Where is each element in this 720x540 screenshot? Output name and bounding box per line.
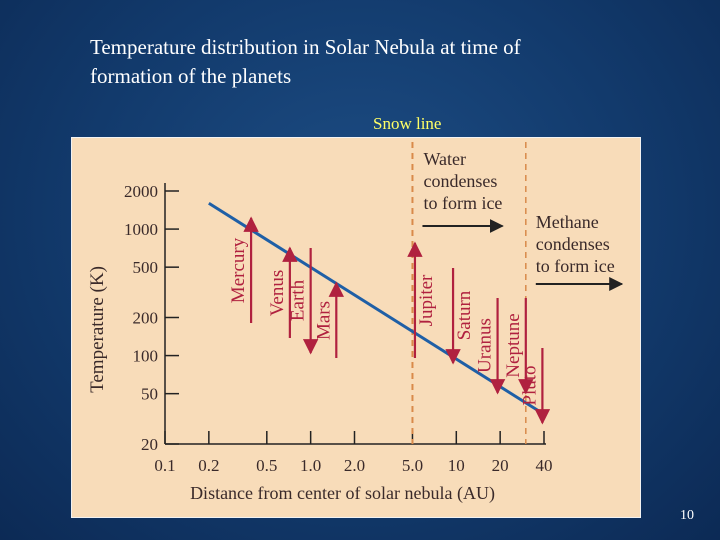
y-tick-label-20: 20 [141,435,158,454]
planet-label-venus: Venus [267,270,288,316]
y-tick-label-500: 500 [133,258,159,277]
annotation-1-line-0: Methane [536,212,599,232]
planet-label-jupiter: Jupiter [416,274,437,326]
y-tick-label-2000: 2000 [124,182,158,201]
slide-number: 10 [680,508,694,523]
x-tick-label-0.2: 0.2 [198,456,219,475]
x-tick-label-10: 10 [448,456,465,475]
slide-title-line-2: formation of the planets [90,64,292,88]
annotation-0-line-1: condenses [423,171,497,191]
y-tick-label-100: 100 [133,347,159,366]
y-tick-label-200: 200 [133,309,159,328]
x-tick-label-0.5: 0.5 [256,456,277,475]
annotation-0-line-2: to form ice [423,193,502,213]
annotation-1-line-1: condenses [536,234,610,254]
chart-panel: 2000 1000 500 200 100 50 20 0.1 0.2 0.5 1.0 2.0 5.0 1… [71,137,641,518]
y-axis-label: Temperature (K) [87,266,108,393]
planet-label-saturn: Saturn [454,290,475,340]
planet-label-mars: Mars [313,301,334,340]
x-tick-label-40: 40 [536,456,553,475]
x-axis-label: Distance from center of solar nebula (AU… [190,483,495,504]
planet-label-pluto: Pluto [519,365,540,405]
temperature-line-0 [208,201,544,415]
y-tick-label-50: 50 [141,385,158,404]
planet-label-earth: Earth [288,279,309,321]
x-tick-label-5.0: 5.0 [402,456,423,475]
annotation-1-line-2: to form ice [536,256,615,276]
temperature-chart: 2000 1000 500 200 100 50 20 0.1 0.2 0.5 1.0 2.0 5.0 1… [87,142,624,504]
planet-label-neptune: Neptune [503,313,524,377]
snow-line-label: Snow line [373,114,442,133]
planet-label-uranus: Uranus [475,318,496,373]
x-tick-label-1.0: 1.0 [300,456,321,475]
annotation-0-line-0: Water [423,149,466,169]
y-tick-label-1000: 1000 [124,220,158,239]
x-tick-label-2.0: 2.0 [344,456,365,475]
x-tick-label-20: 20 [492,456,509,475]
slide-title: Temperature distribution in Solar Nebula… [90,33,650,91]
x-tick-label-0.1: 0.1 [154,456,175,475]
slide-title-line-1: Temperature distribution in Solar Nebula… [90,35,521,59]
planet-label-mercury: Mercury [228,237,249,303]
